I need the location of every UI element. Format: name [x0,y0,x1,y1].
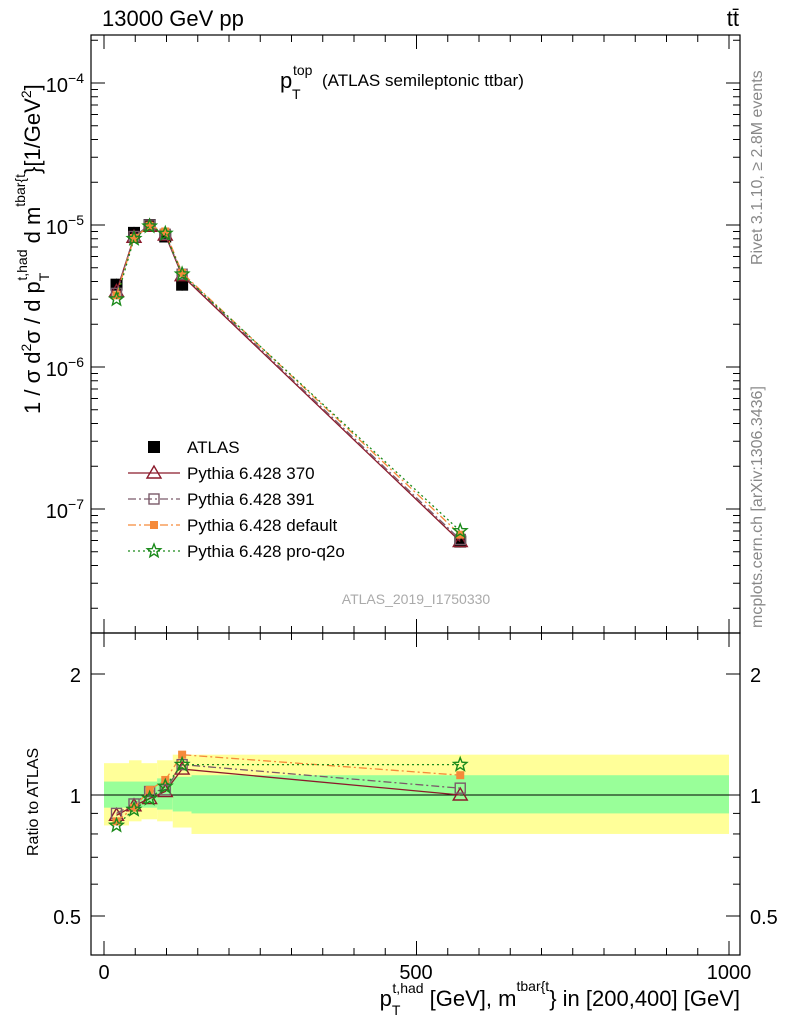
main-point-pproq2o [141,217,159,234]
analysis-watermark: ATLAS_2019_I1750330 [342,591,491,607]
xtick-0: 0 [98,962,109,984]
ratio-band-inner [191,775,729,814]
ratio-ytick-right-1: 1 [750,786,761,808]
title-base: p [280,68,292,93]
main-point-pproq2o [107,290,126,307]
rivet-version-label: Rivet 3.1.10, ≥ 2.8M events [749,70,766,265]
main-line-pproq2o [115,225,461,532]
ytick-1e-5: 10−5 [46,212,84,239]
main-plot: p top T (ATLAS semileptonic ttbar) 1 / σ… [12,34,741,634]
main-point-pdefault [178,268,187,277]
title-sub: T [292,86,301,102]
main-plot-title: p top T (ATLAS semileptonic ttbar) [280,62,524,102]
main-point-pproq2o [451,522,469,539]
legend-label-p391: Pythia 6.428 391 [187,490,315,509]
ratio-point-p370 [141,790,158,805]
ratio-y-tick-labels: 0.5 1 2 0.5 1 2 [53,665,778,929]
main-point-ATLAS [176,278,189,291]
ratio-line-pproq2o [116,763,461,826]
title-rest: (ATLAS semileptonic ttbar) [322,71,524,90]
ratio-point-pdefault [130,803,138,812]
ratio-point-pproq2o [141,789,159,806]
ratio-point-p391 [454,782,466,794]
legend-marker-ATLAS [148,441,160,453]
legend-label-pdefault: Pythia 6.428 default [187,516,338,535]
main-point-pproq2o [156,224,174,241]
ratio-plot-border [90,632,741,956]
title-sup: top [293,62,313,78]
ratio-ytick-right-0.5: 0.5 [750,907,778,929]
legend-marker-p391 [148,493,160,505]
ratio-point-pproq2o [125,800,143,817]
legend-label-p370: Pythia 6.428 370 [187,464,315,483]
ratio-point-pproq2o [451,755,469,772]
ratio-plot: Ratio to ATLAS 0.5 1 2 0.5 1 2 0 500 100… [25,632,778,1018]
main-point-p370 [452,533,469,548]
ratio-point-pproq2o [156,777,174,794]
xtick-500: 500 [399,962,432,984]
ratio-band-inner [172,776,192,812]
legend-label-pproq2o: Pythia 6.428 pro-q2o [187,542,345,561]
legend-label-ATLAS: ATLAS [187,438,240,457]
ratio-point-pproq2o [107,816,126,833]
main-point-pproq2o [125,229,143,246]
ratio-point-pdefault [456,771,465,780]
main-plot-frame [91,35,740,633]
main-plot-series [107,217,469,548]
legend: ATLAS Pythia 6.428 370 Pythia 6.428 391 Pyt… [128,438,345,561]
mcplots-label: mcplots.cern.ch [arXiv:1306.3436] [749,386,766,628]
ytick-1e-6: 10−6 [46,354,84,381]
main-line-pdefault [115,224,461,536]
main-point-pproq2o [173,265,191,282]
ratio-ylabel: Ratio to ATLAS [25,748,42,856]
x-axis-label: pTt,had [GeV], mtbar{t} in [200,400] [Ge… [380,978,740,1018]
xtick-1000: 1000 [707,962,752,984]
x-tick-labels: 0 500 1000 [98,962,751,984]
energy-label: 13000 GeV pp [102,6,244,31]
main-point-pdefault [112,291,121,300]
ratio-ytick-right-2: 2 [750,665,761,687]
main-point-pdefault [130,233,138,242]
ratio-ytick-left-0.5: 0.5 [53,907,81,929]
legend-marker-p370 [145,464,163,479]
ratio-point-pproq2o [173,755,191,772]
main-point-pdefault [161,227,170,236]
ratio-ytick-left-1: 1 [70,786,81,808]
ratio-ytick-left-2: 2 [70,665,81,687]
ratio-plot-series [107,750,469,833]
main-y-tick-labels: 10−7 10−6 10−5 10−4 [46,70,84,523]
ytick-1e-7: 10−7 [46,496,84,523]
legend-marker-pdefault [150,521,158,529]
main-point-pdefault [145,221,154,230]
ratio-point-pdefault [112,817,121,826]
xlabel-text: pTt,had [GeV], mtbar{t} in [200,400] [Ge… [380,978,740,1018]
legend-marker-pproq2o [145,542,163,559]
process-label: tt̄ [727,6,739,31]
ytick-1e-4: 10−4 [46,70,84,97]
ratio-point-pdefault [178,750,187,759]
ratio-point-p370 [452,786,469,801]
ratio-plot-frame [91,633,740,955]
